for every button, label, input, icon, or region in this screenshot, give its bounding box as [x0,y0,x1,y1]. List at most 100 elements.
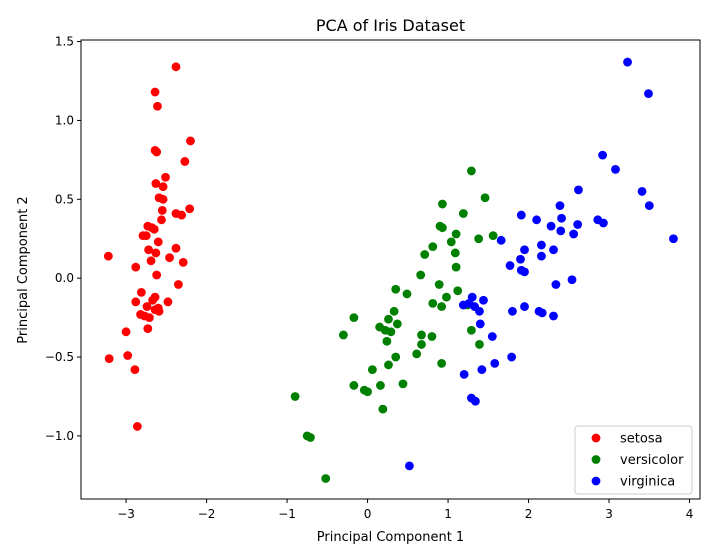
data-point-versicolor-26 [392,319,402,329]
data-point-virginica-18 [496,235,506,245]
data-point-versicolor-44 [349,381,359,390]
data-point-versicolor-48 [378,404,388,414]
data-point-setosa-46 [121,327,131,337]
data-point-virginica-27 [567,275,577,285]
data-point-virginica-42 [507,352,517,362]
data-point-virginica-15 [556,226,566,236]
data-point-virginica-38 [537,308,547,318]
x-tick-label-3: 0 [364,507,372,521]
data-point-versicolor-36 [475,340,484,349]
data-point-virginica-4 [574,185,583,195]
legend-label-setosa: setosa [620,432,663,447]
data-point-virginica-12 [599,218,608,228]
data-point-virginica-2 [598,150,608,160]
data-point-virginica-30 [479,295,488,305]
data-point-versicolor-42 [398,379,408,389]
data-point-virginica-5 [637,187,647,196]
data-point-setosa-21 [141,231,151,240]
data-point-versicolor-13 [451,262,461,272]
data-point-virginica-28 [551,280,561,289]
data-point-virginica-35 [475,306,484,316]
x-axis-ticks: −3 −2 −1 0 1 2 3 4 [117,499,693,521]
data-point-setosa-11 [158,194,168,204]
chart-title: PCA of Iris Dataset [316,16,465,35]
data-point-setosa-37 [163,297,173,307]
y-axis-label: Principal Component 2 [16,196,31,343]
data-point-virginica-21 [549,245,558,255]
data-point-virginica-6 [644,201,654,211]
data-point-virginica-36 [508,306,517,316]
data-point-setosa-47 [123,351,133,360]
x-tick-label-6: 3 [605,507,613,521]
data-point-setosa-6 [180,157,190,166]
data-point-virginica-43 [490,358,500,368]
data-point-versicolor-6 [451,229,461,239]
data-point-setosa-31 [152,270,162,280]
data-point-setosa-25 [151,248,161,258]
points-layer [103,57,678,483]
data-point-setosa-35 [148,295,158,305]
data-point-virginica-13 [573,220,583,229]
data-point-setosa-7 [161,172,170,182]
data-point-versicolor-31 [339,330,348,340]
data-point-versicolor-7 [488,231,498,240]
data-point-virginica-40 [475,319,485,329]
data-point-setosa-0 [171,62,181,72]
data-point-setosa-13 [157,205,167,215]
data-point-virginica-7 [555,201,565,211]
data-point-versicolor-5 [438,223,447,233]
y-tick-label-1: −0.5 [45,350,74,364]
data-point-setosa-32 [173,280,183,289]
data-point-versicolor-25 [384,314,393,324]
y-tick-label-5: 1.5 [55,35,74,49]
data-point-virginica-19 [537,240,546,250]
data-point-setosa-5 [152,147,162,157]
data-point-setosa-27 [103,251,113,261]
data-point-virginica-41 [487,332,497,341]
data-point-setosa-24 [171,243,181,253]
data-point-versicolor-38 [391,352,401,362]
data-point-versicolor-16 [391,284,401,294]
data-point-setosa-41 [154,306,164,316]
legend-label-virginica: virginica [620,475,675,490]
data-point-versicolor-3 [458,209,468,218]
legend-marker-virginica [591,476,601,486]
data-point-virginica-9 [532,215,541,225]
data-point-setosa-16 [157,215,166,225]
legend-label-versicolor: versicolor [620,453,684,468]
x-tick-label-1: −2 [198,507,216,521]
data-point-setosa-26 [165,253,174,263]
data-point-setosa-1 [150,87,160,97]
data-point-virginica-1 [644,89,653,99]
data-point-versicolor-20 [428,299,438,308]
legend-marker-versicolor [591,455,601,464]
y-tick-label-2: 0.0 [55,271,74,285]
data-point-setosa-3 [186,136,195,146]
x-tick-label-4: 1 [444,507,452,521]
legend: setosa versicolor virginica [574,425,693,495]
data-point-virginica-22 [537,251,546,261]
data-point-setosa-9 [158,182,168,192]
data-point-versicolor-50 [306,433,315,442]
data-point-versicolor-41 [367,365,377,375]
data-point-setosa-8 [151,179,161,188]
y-tick-label-4: 1.0 [55,113,74,127]
data-point-virginica-14 [546,221,556,231]
legend-marker-setosa [591,433,601,443]
data-point-setosa-28 [146,256,156,266]
data-point-setosa-23 [144,245,154,255]
x-tick-label-7: 4 [686,507,694,521]
data-point-versicolor-9 [446,237,456,247]
data-point-setosa-36 [131,297,141,307]
data-point-versicolor-19 [442,292,451,302]
data-point-versicolor-43 [376,381,385,390]
data-point-versicolor-23 [389,306,399,316]
data-point-versicolor-1 [480,193,490,203]
legend-box [574,425,693,495]
data-point-versicolor-17 [453,286,463,296]
y-tick-label-3: 0.5 [55,192,74,206]
data-point-setosa-19 [149,224,159,234]
data-point-virginica-3 [611,164,620,174]
data-point-versicolor-18 [402,289,412,299]
